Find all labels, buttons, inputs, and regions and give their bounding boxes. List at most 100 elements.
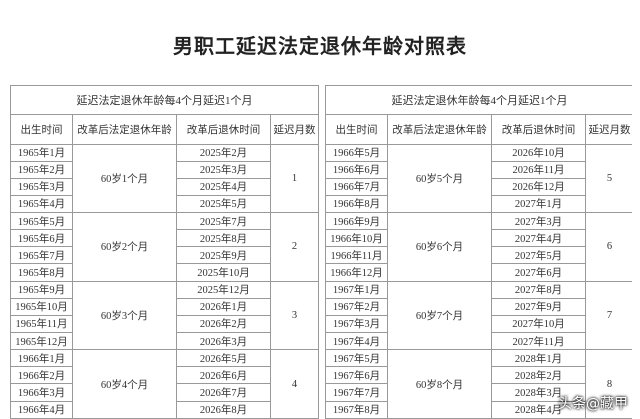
retire-cell: 2026年11月 <box>491 160 586 179</box>
column-header: 延迟月数 <box>270 114 319 145</box>
delay-cell: 4 <box>270 349 319 419</box>
row: 1967年8月 2028年4月 <box>325 400 633 419</box>
birth-cell: 1965年4月 <box>10 194 73 214</box>
retire-cell: 2025年8月 <box>176 229 271 248</box>
birth-cell: 1967年3月 <box>325 314 388 334</box>
birth-cell: 1966年2月 <box>10 366 73 385</box>
retire-cell: 2026年6月 <box>176 366 271 385</box>
birth-cell: 1965年1月 <box>10 143 73 162</box>
retire-cell: 2026年2月 <box>176 314 271 334</box>
delay-cell: 8 <box>585 349 632 419</box>
birth-cell: 1965年11月 <box>10 314 73 334</box>
birth-cell: 1966年12月 <box>325 263 388 282</box>
birth-cell: 1966年3月 <box>10 383 73 402</box>
age-cell: 60岁4个月 <box>72 349 177 419</box>
retire-cell: 2027年5月 <box>491 246 586 265</box>
delay-cell: 7 <box>585 280 632 351</box>
birth-cell: 1965年10月 <box>10 297 73 316</box>
column-header: 改革后法定退休年龄 <box>72 114 177 145</box>
row: 1965年2月 2025年3月 <box>10 160 319 179</box>
row: 1965年8月 2025年10月 <box>10 263 319 282</box>
retire-cell: 2025年3月 <box>176 160 271 179</box>
table-header: 延迟法定退休年龄每4个月延迟1个月 <box>10 85 319 116</box>
retire-cell: 2026年12月 <box>491 177 586 196</box>
column-row: 出生时间 改革后法定退休年龄 改革后退休时间 延迟月数 <box>10 114 319 145</box>
retire-cell: 2026年1月 <box>176 297 271 316</box>
row: 1967年2月 2027年9月 <box>325 297 633 316</box>
delay-cell: 6 <box>585 212 632 282</box>
birth-cell: 1966年9月 <box>325 212 388 231</box>
tables: 延迟法定退休年龄每4个月延迟1个月 出生时间 改革后法定退休年龄 改革后退休时间 延迟月… <box>10 85 632 419</box>
retire-cell: 2027年4月 <box>491 229 586 248</box>
retire-cell: 2027年11月 <box>491 332 586 351</box>
retire-cell: 2025年7月 <box>176 212 271 231</box>
retire-cell: 2025年2月 <box>176 143 271 162</box>
retire-cell: 2025年5月 <box>176 194 271 214</box>
birth-cell: 1967年6月 <box>325 366 388 385</box>
retire-cell: 2028年2月 <box>491 366 586 385</box>
column-header: 延迟月数 <box>585 114 632 145</box>
row: 1965年1月 60岁1个月 2025年2月 1 <box>10 143 319 214</box>
birth-cell: 1965年12月 <box>10 332 73 351</box>
retire-cell: 2025年10月 <box>176 263 271 282</box>
birth-cell: 1965年2月 <box>10 160 73 179</box>
retire-cell: 2027年10月 <box>491 314 586 334</box>
retire-cell: 2027年3月 <box>491 212 586 231</box>
birth-cell: 1967年4月 <box>325 332 388 351</box>
row: 1966年1月 60岁4个月 2026年5月 4 <box>10 349 319 419</box>
row: 1966年4月 2026年8月 <box>10 400 319 419</box>
retire-cell: 2027年1月 <box>491 194 586 214</box>
birth-cell: 1966年4月 <box>10 400 73 419</box>
age-cell: 60岁7个月 <box>387 280 492 351</box>
row: 1965年7月 2025年9月 <box>10 246 319 265</box>
retire-cell: 2027年9月 <box>491 297 586 316</box>
birth-cell: 1965年6月 <box>10 229 73 248</box>
birth-cell: 1966年1月 <box>10 349 73 368</box>
row: 1965年9月 60岁3个月 2025年12月 3 <box>10 280 319 351</box>
retire-cell: 2026年7月 <box>176 383 271 402</box>
delay-cell: 5 <box>585 143 632 214</box>
birth-cell: 1967年8月 <box>325 400 388 419</box>
column-header: 出生时间 <box>325 114 388 145</box>
age-cell: 60岁2个月 <box>72 212 177 282</box>
birth-cell: 1966年10月 <box>325 229 388 248</box>
row: 1965年3月 2025年4月 <box>10 177 319 196</box>
row: 1966年3月 2026年7月 <box>10 383 319 402</box>
row: 1967年1月 60岁7个月 2027年8月 7 <box>325 280 632 351</box>
column-header: 改革后退休时间 <box>491 114 586 145</box>
birth-cell: 1965年9月 <box>10 280 73 299</box>
column-header: 改革后退休时间 <box>176 114 271 145</box>
retire-cell: 2026年5月 <box>176 349 271 368</box>
birth-cell: 1966年7月 <box>325 177 388 196</box>
birth-cell: 1967年5月 <box>325 349 388 368</box>
row: 1965年5月 60岁2个月 2025年7月 2 <box>10 212 319 282</box>
row: 1967年5月 60岁8个月 2028年1月 8 <box>325 349 632 419</box>
row: 1967年3月 2027年10月 <box>325 314 633 334</box>
delay-cell: 1 <box>270 143 319 214</box>
birth-cell: 1965年5月 <box>10 212 73 231</box>
column-header: 出生时间 <box>10 114 73 145</box>
retire-cell: 2028年4月 <box>491 400 586 419</box>
delay-cell: 3 <box>270 280 319 351</box>
birth-cell: 1965年3月 <box>10 177 73 196</box>
row: 1965年12月 2026年3月 <box>10 332 319 351</box>
retire-cell: 2025年9月 <box>176 246 271 265</box>
table: 延迟法定退休年龄每4个月延迟1个月 出生时间 改革后法定退休年龄 改革后退休时间 延迟月… <box>325 85 632 419</box>
title: 男职工延迟法定退休年龄对照表 <box>173 36 467 58</box>
age-cell: 60岁6个月 <box>387 212 492 282</box>
birth-cell: 1967年7月 <box>325 383 388 402</box>
row: 1965年11月 2026年2月 <box>10 314 319 334</box>
row: 1966年5月 60岁5个月 2026年10月 5 <box>325 143 632 214</box>
row: 1967年7月 2028年3月 <box>325 383 633 402</box>
column-row: 出生时间 改革后法定退休年龄 改革后退休时间 延迟月数 <box>325 114 632 145</box>
retire-cell: 2025年4月 <box>176 177 271 196</box>
retire-cell: 2028年1月 <box>491 349 586 368</box>
row: 1966年9月 60岁6个月 2027年3月 6 <box>325 212 632 282</box>
birth-cell: 1967年2月 <box>325 297 388 316</box>
retire-cell: 2027年6月 <box>491 263 586 282</box>
table-header: 延迟法定退休年龄每4个月延迟1个月 <box>325 85 632 116</box>
table: 延迟法定退休年龄每4个月延迟1个月 出生时间 改革后法定退休年龄 改革后退休时间 延迟月… <box>10 85 319 419</box>
birth-cell: 1967年1月 <box>325 280 388 299</box>
age-cell: 60岁3个月 <box>72 280 177 351</box>
